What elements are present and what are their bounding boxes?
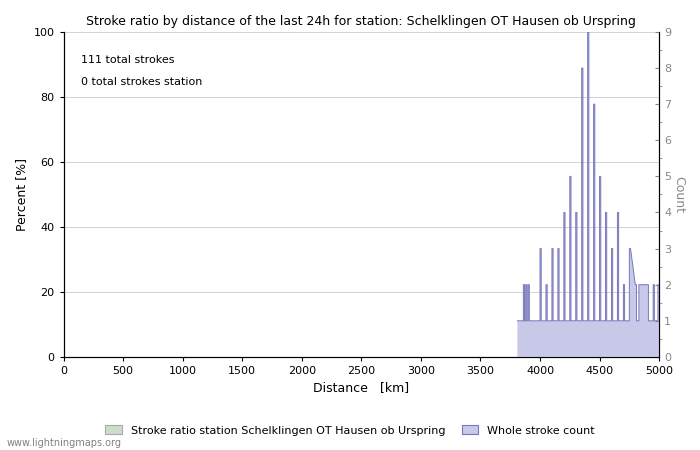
- Text: www.lightningmaps.org: www.lightningmaps.org: [7, 438, 122, 448]
- Title: Stroke ratio by distance of the last 24h for station: Schelklingen OT Hausen ob : Stroke ratio by distance of the last 24h…: [86, 15, 636, 28]
- Text: 111 total strokes: 111 total strokes: [81, 55, 175, 65]
- Y-axis label: Percent [%]: Percent [%]: [15, 158, 28, 231]
- Polygon shape: [517, 32, 659, 357]
- Y-axis label: Count: Count: [672, 176, 685, 213]
- Text: 0 total strokes station: 0 total strokes station: [81, 77, 203, 87]
- Legend: Stroke ratio station Schelklingen OT Hausen ob Urspring, Whole stroke count: Stroke ratio station Schelklingen OT Hau…: [101, 421, 599, 440]
- X-axis label: Distance   [km]: Distance [km]: [314, 382, 410, 395]
